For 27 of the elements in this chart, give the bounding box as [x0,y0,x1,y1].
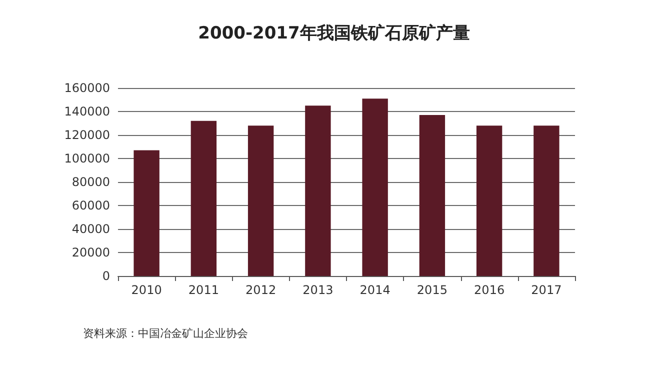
y-tick-label: 80000 [72,175,110,189]
y-tick-label: 160000 [64,81,110,95]
bar [190,120,217,276]
x-tick-label: 2017 [531,283,562,297]
bar [248,126,274,276]
y-tick-label: 0 [102,269,110,283]
y-tick-label: 40000 [72,222,110,236]
bar [419,115,446,276]
x-tick-label: 2016 [474,283,505,297]
x-tick-label: 2012 [246,283,276,297]
x-tick-label: 2015 [416,283,448,297]
bar [534,126,560,276]
bar [362,98,388,276]
bar [134,150,160,276]
y-tick-label: 60000 [72,198,110,212]
text: 资料来源：中国冶金矿山企业协会 [83,327,248,340]
x-tick-label: 2011 [188,283,219,297]
bar [305,106,331,276]
y-tick-label: 120000 [64,128,110,142]
x-tick-label: 2014 [360,283,390,297]
y-tick-label: 20000 [72,246,110,260]
bar [476,126,502,276]
x-tick-label: 2013 [302,283,334,297]
y-tick-label: 140000 [64,104,110,118]
y-tick-label: 100000 [64,152,110,166]
chart-title: 2000-2017年我国铁矿石原矿产量 [198,24,470,44]
x-tick-label: 2010 [131,283,162,297]
